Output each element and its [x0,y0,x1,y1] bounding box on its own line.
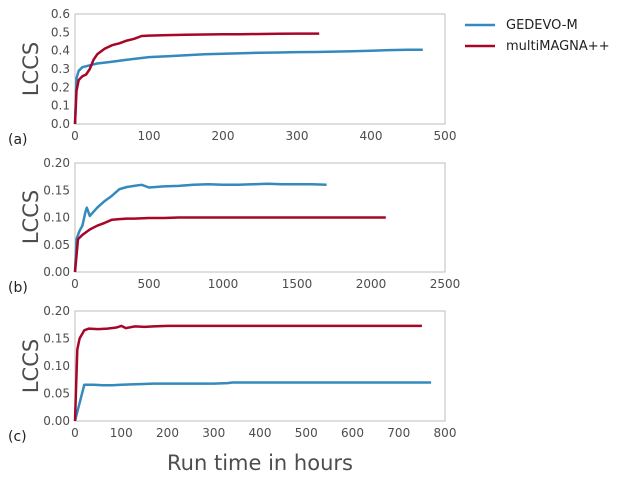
panel-c-xtick-label: 0 [71,426,79,440]
panel-b-series-layer [73,182,386,273]
panel-a-xtick-label: 200 [212,129,235,143]
panel-c-xtick-label: 700 [387,426,410,440]
panel-c-xtick-label: 800 [434,426,457,440]
panel-c-xtick-label: 400 [249,426,272,440]
panel-c-ytick-label: 0.10 [43,359,70,373]
panel-b: 0 500 1000 1500 2000 2500 0.00 0.05 0.10 0.15 0.20… [8,156,460,296]
panel-c-series-multimagna [73,324,422,422]
panel-b-xtick-label: 2000 [356,277,387,291]
panel-a-xtick-label: 500 [434,129,457,143]
panel-b-xtick-label: 1000 [208,277,239,291]
panel-b-ylabel: LCCS [19,190,43,244]
x-axis-title: Run time in hours [167,451,353,475]
legend-label-gedevo: GEDEVO-M [506,18,578,33]
panel-b-xtick-label: 0 [71,277,79,291]
panel-c-xtick-label: 300 [202,426,225,440]
panel-c-ytick-label: 0.05 [43,387,70,401]
panel-a-ytick-label: 0.4 [51,44,70,58]
panel-b-xtick-label: 2500 [430,277,461,291]
panel-c-xtick-label: 200 [156,426,179,440]
panel-b-ytick-label: 0.20 [43,156,70,170]
panel-c-ytick-label: 0.20 [43,304,70,318]
panel-a-series-layer [73,32,423,125]
panel-a-series-multimagna [73,32,320,125]
panel-c-ticks: 0 100 200 300 400 500 600 700 800 0.00 0.05 0.10 0.1… [43,304,456,440]
panel-a-label: (a) [8,132,28,148]
panel-a-ytick-label: 0.2 [51,80,70,94]
panel-c-series-gedevo-m [73,381,432,422]
panel-c-xtick-label: 100 [110,426,133,440]
panel-a-ytick-label: 0.0 [51,117,70,131]
panel-a-ylabel: LCCS [19,42,43,96]
panel-a-xtick-label: 400 [360,129,383,143]
panel-a-frame [74,13,446,125]
panel-c-label: (c) [8,429,27,445]
panel-b-series-gedevo-m [73,182,327,273]
panel-c-ytick-label: 0.15 [43,332,70,346]
panel-c-xtick-label: 500 [295,426,318,440]
panel-a-ytick-label: 0.6 [51,7,70,21]
panel-b-ticks: 0 500 1000 1500 2000 2500 0.00 0.05 0.10 0.15 0.20 [43,156,460,291]
panel-a-xtick-label: 300 [286,129,309,143]
panel-c-xtick-label: 600 [341,426,364,440]
panel-c: 0 100 200 300 400 500 600 700 800 0.00 0.05 0.10 0.1… [8,304,456,445]
panel-b-ytick-label: 0.05 [43,238,70,252]
panel-b-ytick-label: 0.10 [43,211,70,225]
panel-a-ytick-label: 0.3 [51,62,70,76]
panel-a-ytick-label: 0.5 [51,25,70,39]
legend-label-multimagna: multiMAGNA++ [506,39,610,54]
panel-a-xtick-label: 0 [71,129,79,143]
panel-a-series-gedevo-m [73,48,423,125]
panel-b-series-multimagna [73,216,386,273]
panel-a-xtick-label: 100 [138,129,161,143]
legend: GEDEVO-M multiMAGNA++ [465,18,610,54]
panel-b-frame [74,162,446,273]
panel-b-label: (b) [8,280,28,296]
panel-b-ytick-label: 0.00 [43,265,70,279]
panel-c-ylabel: LCCS [19,339,43,393]
panel-b-ytick-label: 0.15 [43,183,70,197]
panel-c-ytick-label: 0.00 [43,414,70,428]
panel-c-series-layer [73,324,432,422]
panel-b-xtick-label: 500 [138,277,161,291]
panel-c-frame [74,310,446,422]
panel-a-ticks: 0 100 200 300 400 500 0.0 0.1 0.2 0.3 0.4 0.5 0.6 [51,7,457,143]
panel-b-xtick-label: 1500 [282,277,313,291]
panel-a-ytick-label: 0.1 [51,99,70,113]
panel-a: 0 100 200 300 400 500 0.0 0.1 0.2 0.3 0.4 0.5 0.6 LC… [8,7,456,148]
